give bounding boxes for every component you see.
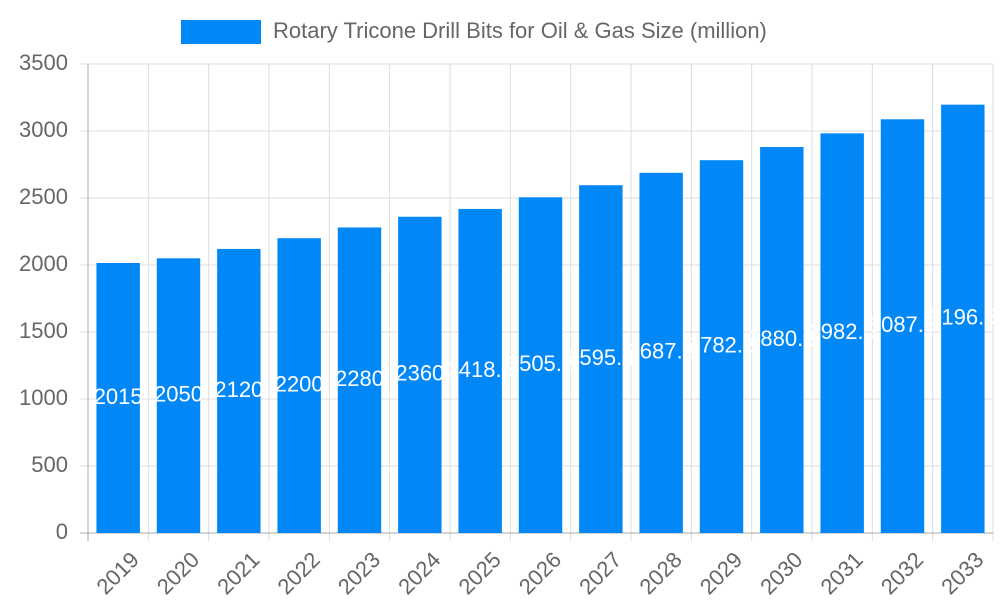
bar: [639, 172, 683, 534]
data-label: 3087.5: [869, 312, 936, 337]
bar: [96, 262, 140, 533]
y-tick-label: 500: [31, 452, 68, 477]
data-label: 2880.3: [748, 326, 815, 351]
y-tick-label: 1000: [19, 385, 68, 410]
bar: [217, 248, 261, 534]
data-label: 2595.4: [567, 345, 634, 370]
bar: [458, 208, 502, 533]
bar: [156, 258, 201, 533]
x-tick-label: 2033: [936, 547, 988, 599]
data-label: 2982.5: [809, 319, 876, 344]
bar: [880, 119, 925, 534]
x-tick-label: 2019: [92, 547, 144, 599]
x-tick-label: 2022: [273, 547, 325, 599]
data-label: 2280: [335, 366, 384, 391]
data-label: 2015: [94, 384, 143, 409]
data-label: 2505.2: [507, 351, 574, 376]
x-tick-label: 2029: [695, 547, 747, 599]
bar: [579, 185, 623, 533]
data-label: 2200: [275, 371, 324, 396]
y-tick-label: 3000: [19, 117, 68, 142]
x-tick-label: 2020: [152, 547, 204, 599]
bar: [337, 227, 382, 534]
data-label: 2782.2: [688, 332, 755, 357]
x-tick-label: 2027: [574, 547, 626, 599]
bar: [518, 197, 563, 533]
y-tick-label: 3500: [19, 50, 68, 75]
legend-swatch: [181, 20, 261, 44]
data-label: 2418.5: [447, 357, 514, 382]
x-tick-label: 2032: [876, 547, 928, 599]
bar: [760, 147, 804, 533]
x-tick-label: 2030: [755, 547, 807, 599]
y-tick-label: 2500: [19, 184, 68, 209]
x-tick-label: 2021: [212, 547, 264, 599]
legend-label: Rotary Tricone Drill Bits for Oil & Gas …: [273, 18, 767, 43]
y-tick-label: 2000: [19, 251, 68, 276]
bar: [941, 104, 985, 533]
x-tick-label: 2031: [816, 547, 868, 599]
bar: [820, 133, 864, 533]
data-label: 2687.8: [628, 339, 695, 364]
x-tick-label: 2025: [454, 547, 506, 599]
data-label: 3196.5: [929, 305, 996, 330]
x-tick-label: 2023: [333, 547, 385, 599]
data-label: 2050: [154, 381, 203, 406]
x-tick-label: 2024: [393, 547, 445, 599]
x-tick-label: 2026: [514, 547, 566, 599]
bar: [277, 238, 321, 533]
data-label: 2360: [395, 361, 444, 386]
bar: [699, 160, 744, 534]
bar: [398, 216, 442, 533]
y-tick-label: 1500: [19, 318, 68, 343]
x-tick-label: 2028: [635, 547, 687, 599]
y-tick-label: 0: [56, 519, 68, 544]
data-label: 2120: [214, 377, 263, 402]
